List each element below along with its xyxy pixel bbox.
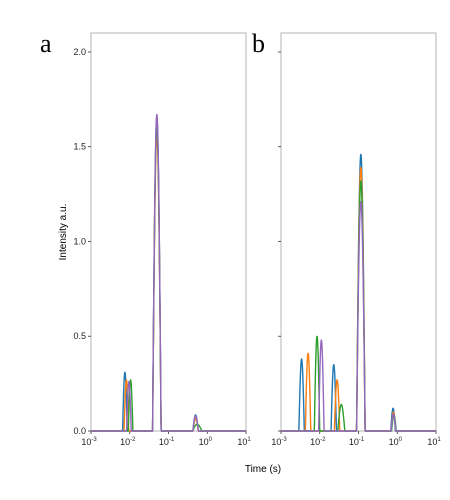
panel-b-ticks: 10-3 10-2 10-1 100 101 (271, 51, 441, 447)
panel-a-ticks: 10-3 10-2 10-1 100 101 0.0 0.5 1.0 1.5 2.0 (73, 47, 251, 447)
panel-a-x-tick-label: 10-3 (81, 437, 97, 447)
panel-a-y-tick-label: 1.5 (73, 142, 86, 152)
panel-a-x-tick-label: 101 (237, 437, 251, 447)
panel-a-series (90, 113, 247, 432)
panel-a-series-line (90, 134, 247, 432)
panel-a-label: a (40, 29, 52, 58)
panel-b-series (280, 153, 437, 432)
panel-a-y-tick-label: 1.0 (73, 236, 86, 246)
panel-a-series-line (90, 113, 247, 432)
panel-a-y-tick-label: 2.0 (73, 47, 86, 57)
panel-b-x-tick-label: 10-2 (310, 437, 326, 447)
panel-a-frame (90, 32, 247, 432)
panel-b: b 10-3 10-2 10-1 100 101 (252, 29, 441, 447)
panel-b-label: b (252, 29, 265, 58)
panel-b-series-line (280, 201, 437, 432)
panel-a-series-line (90, 117, 247, 432)
y-axis-title: Intensity a.u. (58, 204, 69, 261)
panel-a-x-tick-label: 100 (199, 437, 213, 447)
panel-a-y-tick-label: 0.0 (73, 426, 86, 436)
panel-b-x-tick-label: 10-3 (271, 437, 287, 447)
panel-a-y-tick-label: 0.5 (73, 331, 86, 341)
panel-a: a 10-3 10-2 10-1 100 101 0.0 0.5 1.0 1.5 2.0 (40, 29, 251, 447)
panel-a-x-tick-label: 10-2 (120, 437, 136, 447)
panel-a-series-line (90, 123, 247, 432)
x-axis-title: Time (s) (245, 464, 281, 475)
panel-b-x-tick-label: 100 (389, 437, 403, 447)
panel-b-x-tick-label: 10-1 (349, 437, 365, 447)
panel-a-x-tick-label: 10-1 (159, 437, 175, 447)
panel-b-x-tick-label: 101 (427, 437, 441, 447)
